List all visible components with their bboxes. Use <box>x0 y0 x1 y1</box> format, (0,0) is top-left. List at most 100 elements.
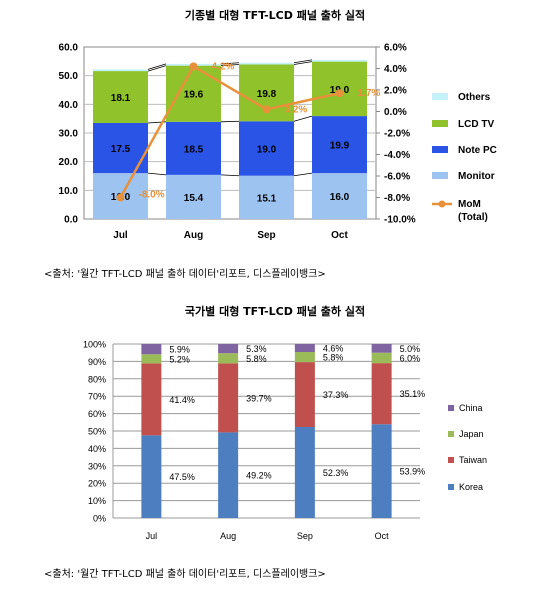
chart2-title: 국가별 대형 TFT-LCD 패널 출하 실적 <box>184 305 366 318</box>
chart1-bar-lcd-tv <box>93 71 148 123</box>
chart1-mom-marker <box>262 105 271 114</box>
chart2-legend-label: China <box>459 403 483 413</box>
chart1-y2-tick-label: 4.0% <box>384 64 407 75</box>
chart2-data-label: 35.1% <box>400 389 426 399</box>
chart1-legend-swatch <box>432 120 448 127</box>
chart2-data-label: 4.6% <box>323 344 344 354</box>
chart2-legend-label: Korea <box>459 482 483 492</box>
chart1-bar-note-pc <box>166 121 221 175</box>
chart2-y-tick-label: 100% <box>83 340 106 350</box>
chart2-bar-japan <box>218 353 239 364</box>
chart1-bar-monitor <box>312 173 367 219</box>
chart1-data-label: 19.8 <box>257 89 277 100</box>
chart2-data-label: 53.9% <box>400 467 426 477</box>
chart1-series-connector <box>293 61 313 65</box>
chart1-y2-tick-label: 2.0% <box>384 86 407 97</box>
chart1-bar-note-pc <box>239 121 294 176</box>
chart1-mom-marker <box>189 62 198 71</box>
chart1-bar-note-pc <box>312 116 367 174</box>
chart1-y-tick-label: 50.0 <box>59 71 79 82</box>
chart2-legend-swatch <box>448 484 454 490</box>
chart1-y-tick-label: 30.0 <box>59 129 79 140</box>
chart1-series-connector <box>293 115 313 122</box>
chart1-data-label: 15.4 <box>184 193 204 204</box>
chart1-bar-others <box>312 59 367 62</box>
chart1-mom-line <box>119 64 340 199</box>
chart2-data-label: 49.2% <box>246 471 272 481</box>
chart1-data-label: 18.5 <box>184 144 204 155</box>
chart1-y2-tick-label: -8.0% <box>384 193 410 204</box>
chart1-legend-label: (Total) <box>458 212 488 223</box>
chart1-y2-tick-label: -6.0% <box>384 172 410 183</box>
chart1-legend-label: Others <box>458 92 491 103</box>
chart1-y2-tick-label: -10.0% <box>384 215 416 226</box>
chart1-y2-tick-label: 0.0% <box>384 107 407 118</box>
chart1-legend-label: LCD TV <box>458 119 494 130</box>
chart1-legend-swatch <box>432 172 448 179</box>
chart1-data-label: 19.9 <box>330 141 350 152</box>
chart1-series-connector <box>220 120 240 123</box>
chart1-legend-label: Monitor <box>458 171 495 182</box>
chart2-data-label: 5.3% <box>246 344 267 354</box>
chart1-mom-marker <box>335 89 344 98</box>
chart2-data-label: 5.0% <box>400 344 421 354</box>
chart2-data-label: 5.9% <box>169 345 190 355</box>
chart2-bar-korea <box>294 426 315 518</box>
chart2-data-label: 37.3% <box>323 390 349 400</box>
chart1-bar-lcd-tv <box>166 65 221 122</box>
chart2-x-tick-label: Aug <box>220 531 236 541</box>
chart1-title: 기종별 대형 TFT-LCD 패널 출하 실적 <box>184 9 366 22</box>
chart2-y-tick-label: 90% <box>88 357 106 367</box>
chart2-bar-china <box>218 344 239 354</box>
chart1-series-connector <box>147 63 167 70</box>
chart2-y-tick-label: 60% <box>88 409 106 419</box>
chart1-legend-swatch <box>432 146 448 153</box>
chart1-y2-tick-label: 6.0% <box>384 43 407 54</box>
chart2-y-tick-label: 80% <box>88 374 106 384</box>
chart2-data-label: 5.2% <box>169 354 190 364</box>
chart1-mom-marker <box>116 193 125 202</box>
chart1-x-tick-label: Aug <box>184 230 203 241</box>
chart1-source: <출처: '월간 TFT-LCD 패널 출하 데이터'리포트, 디스플레이뱅크> <box>44 269 326 280</box>
chart2-legend-label: Japan <box>459 429 484 439</box>
chart1-y-tick-label: 0.0 <box>64 215 78 226</box>
chart2-data-label: 6.0% <box>400 353 421 363</box>
chart1-bar-others <box>93 69 148 72</box>
chart2-x-tick-label: Jul <box>146 531 158 541</box>
chart1-data-label: 15.1 <box>257 193 277 204</box>
chart1-data-label: 19.6 <box>184 90 204 101</box>
chart1-mom-label: -8.0% <box>139 190 165 201</box>
chart1-y2-tick-label: -2.0% <box>384 129 410 140</box>
chart2-data-label: 39.7% <box>246 393 272 403</box>
chart2-y-tick-label: 20% <box>88 479 106 489</box>
chart2-source: <출처: '월간 TFT-LCD 패널 출하 데이터'리포트, 디스플레이뱅크> <box>44 569 326 580</box>
chart2-x-tick-label: Oct <box>375 531 390 541</box>
chart2-bar-china <box>371 344 392 353</box>
chart2-y-tick-label: 70% <box>88 392 106 402</box>
chart2-bar-taiwan <box>371 363 392 425</box>
chart2-data-label: 5.8% <box>323 353 344 363</box>
chart2-bar-china <box>294 344 315 353</box>
chart1-x-tick-label: Sep <box>257 230 275 241</box>
chart2-bar-taiwan <box>218 363 239 433</box>
chart2-bar-taiwan <box>294 362 315 427</box>
chart1-bar-monitor <box>239 175 294 219</box>
chart2-y-tick-label: 30% <box>88 461 106 471</box>
chart2-y-tick-label: 10% <box>88 496 106 506</box>
chart1-series-connector <box>147 65 167 72</box>
chart2-legend-label: Taiwan <box>459 455 487 465</box>
chart1-legend-label: MoM <box>458 199 481 210</box>
chart2-legend-swatch <box>448 457 454 463</box>
chart2-data-label: 52.3% <box>323 468 349 478</box>
chart1-legend-label: Note PC <box>458 145 497 156</box>
chart1-y2-tick-label: -4.0% <box>384 150 410 161</box>
chart1-y-tick-label: 20.0 <box>59 157 79 168</box>
chart1-y-tick-label: 60.0 <box>59 43 79 54</box>
chart1-data-label: 19.0 <box>257 144 277 155</box>
chart1-data-label: 17.5 <box>111 144 131 155</box>
chart1-mom-label: 4.2% <box>212 61 235 72</box>
chart1-data-label: 16.0 <box>330 192 350 203</box>
chart1-series-connector <box>293 172 313 177</box>
chart2-bar-japan <box>141 354 162 364</box>
